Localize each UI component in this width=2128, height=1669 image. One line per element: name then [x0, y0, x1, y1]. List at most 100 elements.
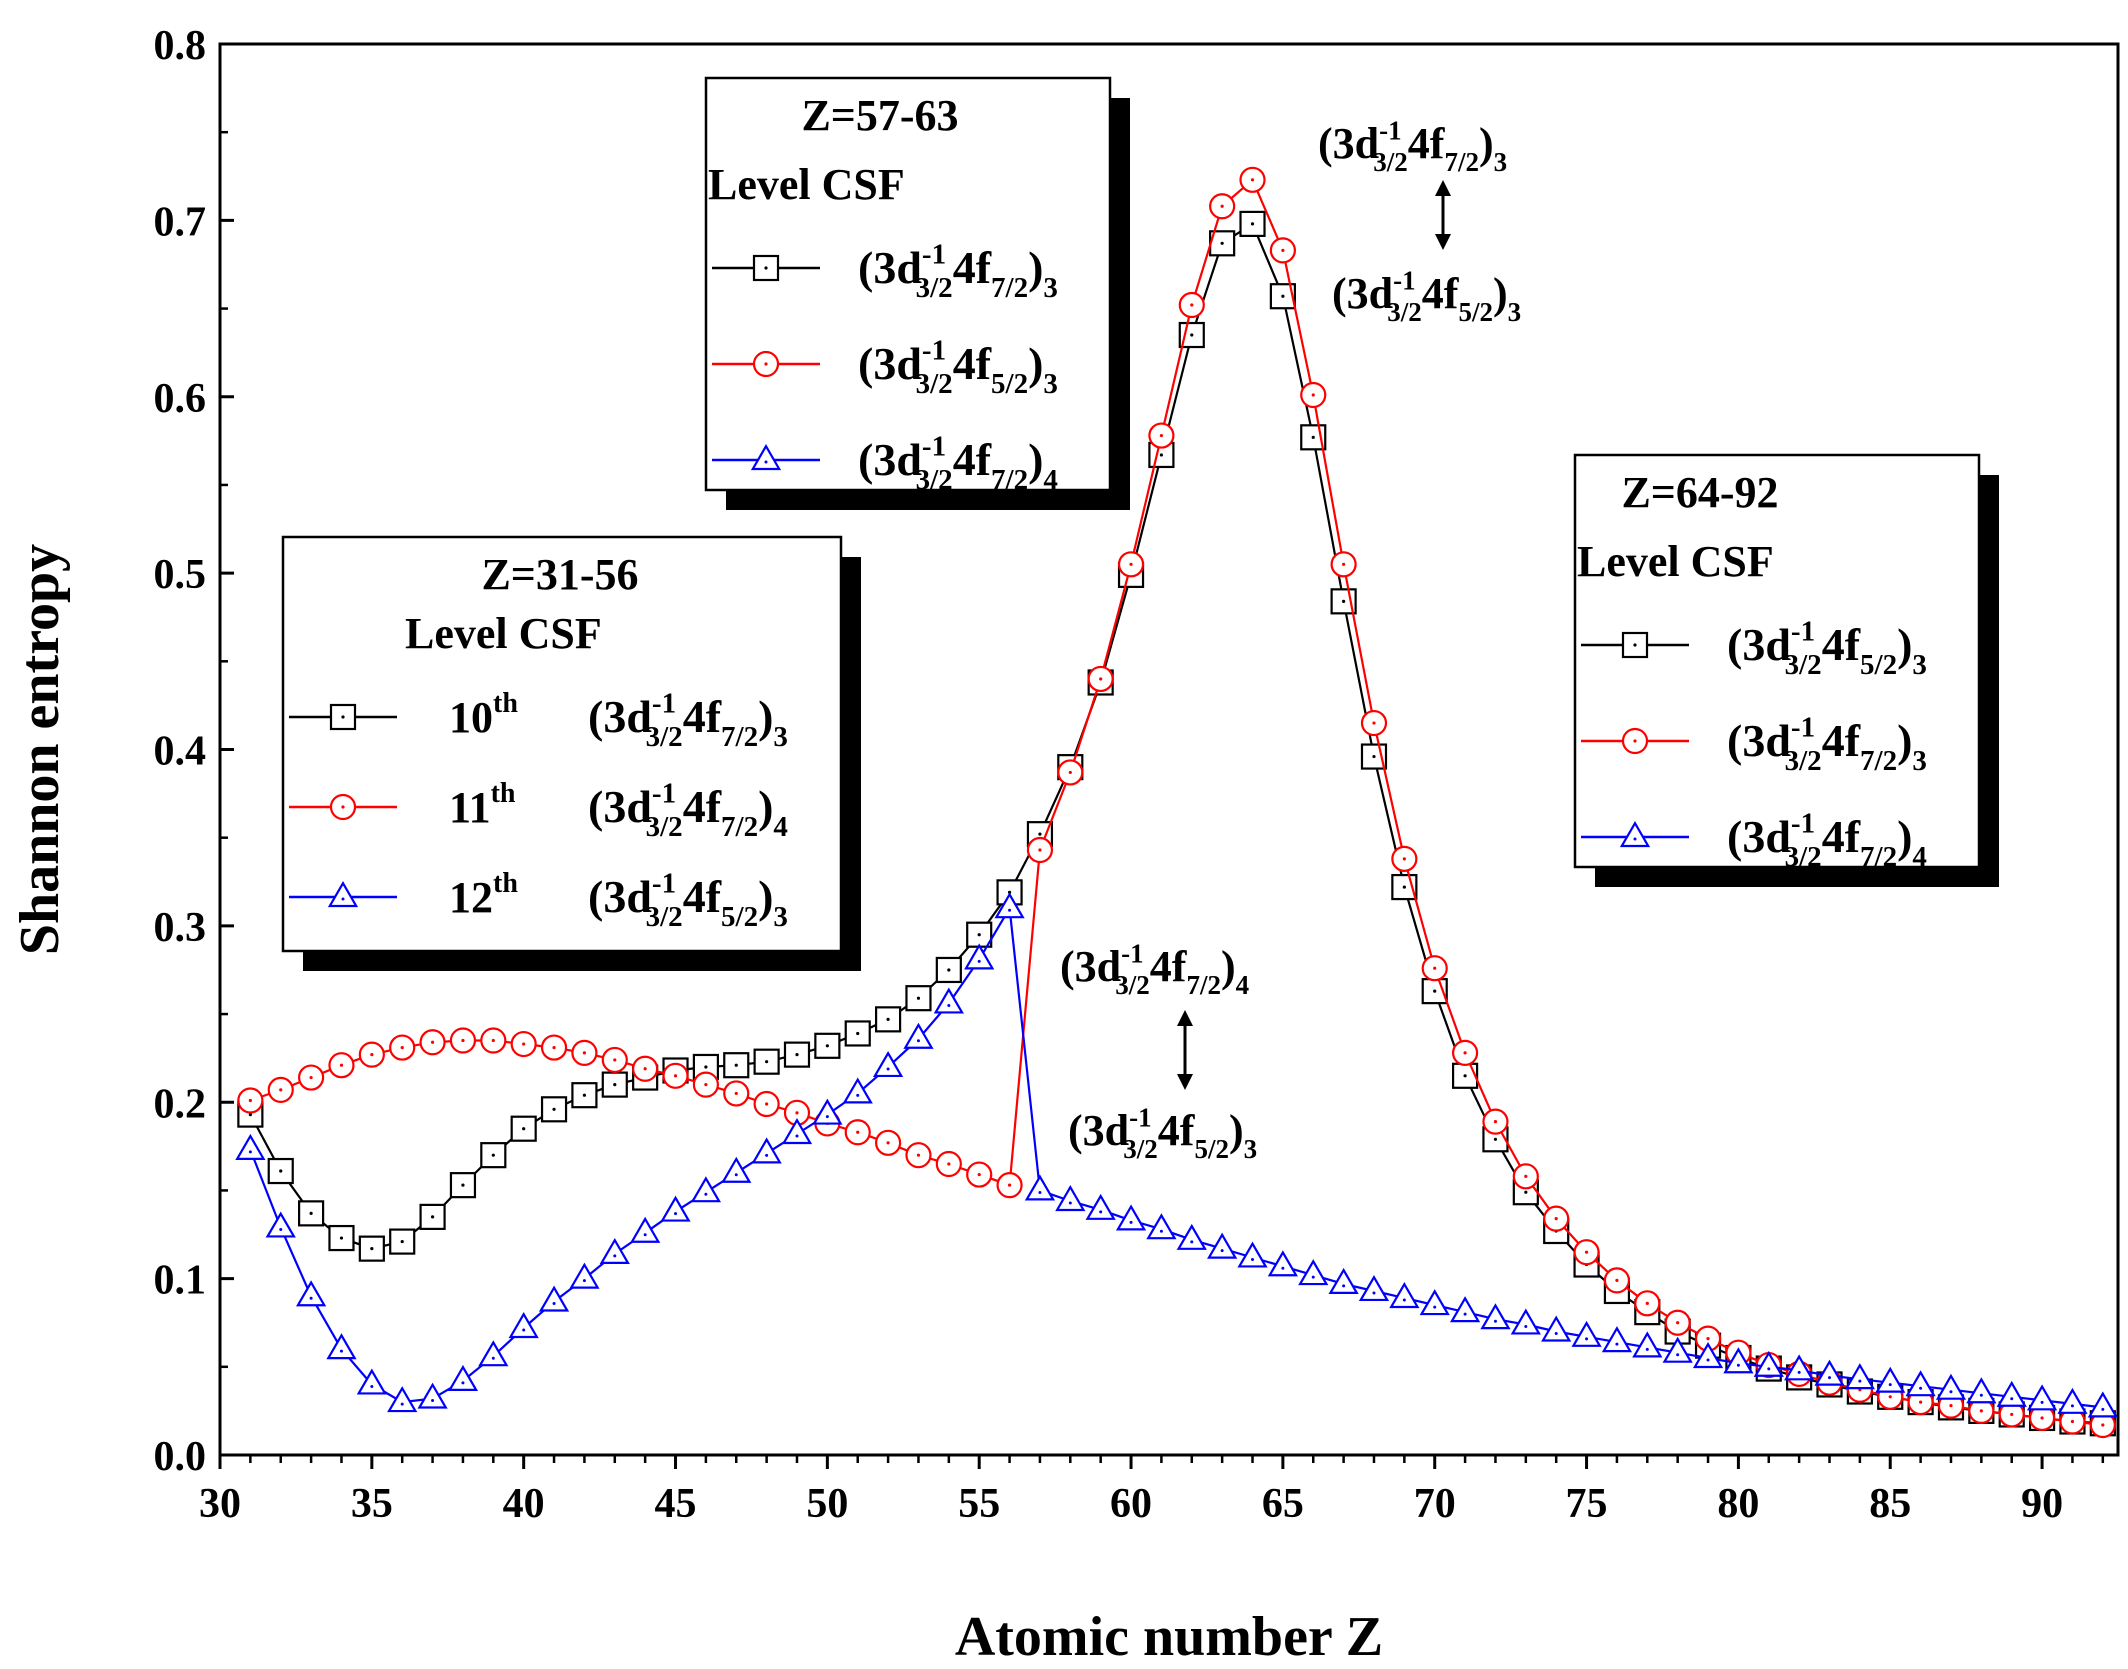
- legend-marker: [327, 881, 359, 908]
- data-point: [389, 1034, 416, 1061]
- data-point: [1512, 1163, 1539, 1190]
- legend-entry: (3d-1 3/24f7/2)3: [1581, 712, 1927, 777]
- y-tick-label: 0.3: [154, 905, 207, 951]
- data-point: [2087, 1391, 2118, 1418]
- data-point: [1451, 1039, 1479, 1066]
- annotation-top-lower: (3d-1 3/24f5/2)3: [1332, 266, 1521, 328]
- legend-2: Z=57-63 Level CSF (3d-1 3/24f7/2)3 (3d-1 3/24…: [704, 76, 1130, 510]
- legend-box: [281, 535, 843, 953]
- data-point: [358, 1041, 385, 1068]
- y-tick-label: 0.4: [154, 729, 207, 775]
- data-point: [1634, 1290, 1661, 1317]
- double-arrow-icon: [1435, 180, 1451, 250]
- data-point: [1267, 1250, 1298, 1277]
- data-point: [540, 1034, 568, 1061]
- data-point: [571, 1082, 598, 1109]
- data-point: [1146, 1213, 1177, 1240]
- data-point: [1935, 1373, 1967, 1400]
- data-point: [1966, 1377, 1997, 1404]
- data-point: [1209, 193, 1236, 220]
- data-point: [935, 1150, 962, 1178]
- data-point: [328, 1052, 355, 1079]
- x-tick-label: 35: [351, 1481, 393, 1527]
- data-point: [632, 1055, 659, 1082]
- data-point: [1510, 1308, 1541, 1335]
- data-point: [844, 1119, 871, 1146]
- data-point: [1723, 1347, 1754, 1374]
- data-point: [690, 1176, 721, 1203]
- data-point: [814, 1032, 841, 1059]
- legend-csf: (3d-1 3/24f5/2)3: [858, 335, 1058, 400]
- data-point: [265, 1211, 296, 1238]
- data-point: [1571, 1320, 1602, 1347]
- data-point: [1057, 759, 1084, 786]
- data-point: [1087, 665, 1114, 693]
- legend-csf: (3d-1 3/24f7/2)4: [858, 431, 1058, 496]
- legend-marker: [329, 793, 357, 821]
- y-axis-label: Shannon entropy: [9, 544, 71, 955]
- data-point: [1662, 1336, 1693, 1363]
- legend-marker: [750, 444, 782, 471]
- data-point: [510, 1115, 537, 1142]
- legend-marker: [329, 703, 357, 731]
- legend-entry: 11th (3d-1 3/24f7/2)4: [289, 778, 788, 843]
- data-point: [1207, 1232, 1238, 1259]
- data-point: [417, 1382, 448, 1409]
- data-point: [2057, 1387, 2088, 1414]
- legend-csf: (3d-1 3/24f7/2)3: [588, 688, 788, 753]
- data-point: [723, 1052, 750, 1079]
- data-point: [508, 1312, 539, 1339]
- data-point: [1085, 1193, 1116, 1220]
- data-point: [1480, 1303, 1511, 1330]
- data-point: [723, 1080, 750, 1107]
- data-point: [267, 1157, 294, 1185]
- data-point: [1968, 1397, 1995, 1425]
- data-point: [1875, 1366, 1906, 1393]
- x-tick-label: 60: [1110, 1481, 1152, 1527]
- data-point: [1360, 709, 1388, 737]
- legend-level: 11th: [449, 778, 516, 832]
- data-point: [994, 892, 1025, 919]
- data-point: [996, 1172, 1023, 1199]
- data-point: [447, 1364, 479, 1391]
- data-point: [235, 1133, 266, 1160]
- x-tick-label: 85: [1869, 1481, 1911, 1527]
- data-point: [419, 1029, 446, 1056]
- data-point: [571, 1039, 598, 1066]
- x-tick-label: 70: [1414, 1481, 1456, 1527]
- data-point: [1026, 836, 1054, 864]
- data-point: [1784, 1354, 1815, 1381]
- data-point: [692, 1071, 719, 1098]
- data-point: [298, 1064, 325, 1091]
- data-point: [540, 1096, 568, 1123]
- data-point: [1148, 422, 1175, 449]
- data-point: [905, 985, 932, 1012]
- data-point: [387, 1386, 418, 1413]
- data-point: [326, 1333, 357, 1360]
- data-point: [1632, 1331, 1663, 1358]
- data-point: [783, 1041, 811, 1068]
- data-point: [905, 1142, 932, 1169]
- data-point: [1753, 1350, 1784, 1377]
- data-point: [237, 1087, 264, 1114]
- data-point: [1117, 551, 1145, 578]
- y-tick-label: 0.0: [154, 1434, 207, 1480]
- data-point: [1024, 1174, 1056, 1201]
- data-point: [298, 1200, 325, 1227]
- data-point: [1692, 1342, 1724, 1369]
- data-point: [1328, 1267, 1359, 1294]
- legend-entry: (3d-1 3/24f7/2)4: [712, 431, 1058, 496]
- data-point: [903, 1022, 934, 1049]
- legend-box: [704, 76, 1112, 492]
- x-tick-label: 55: [958, 1481, 1000, 1527]
- legend-title: Z=57-63: [801, 91, 958, 140]
- data-point: [1239, 166, 1266, 193]
- x-tick-label: 50: [806, 1481, 848, 1527]
- data-point: [358, 1235, 385, 1262]
- data-point: [601, 1046, 628, 1074]
- data-point: [569, 1262, 600, 1289]
- data-point: [1482, 1108, 1509, 1135]
- y-tick-label: 0.7: [154, 199, 207, 245]
- data-point: [935, 956, 962, 984]
